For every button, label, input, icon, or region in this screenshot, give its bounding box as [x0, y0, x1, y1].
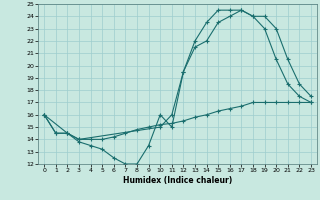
X-axis label: Humidex (Indice chaleur): Humidex (Indice chaleur)	[123, 176, 232, 185]
